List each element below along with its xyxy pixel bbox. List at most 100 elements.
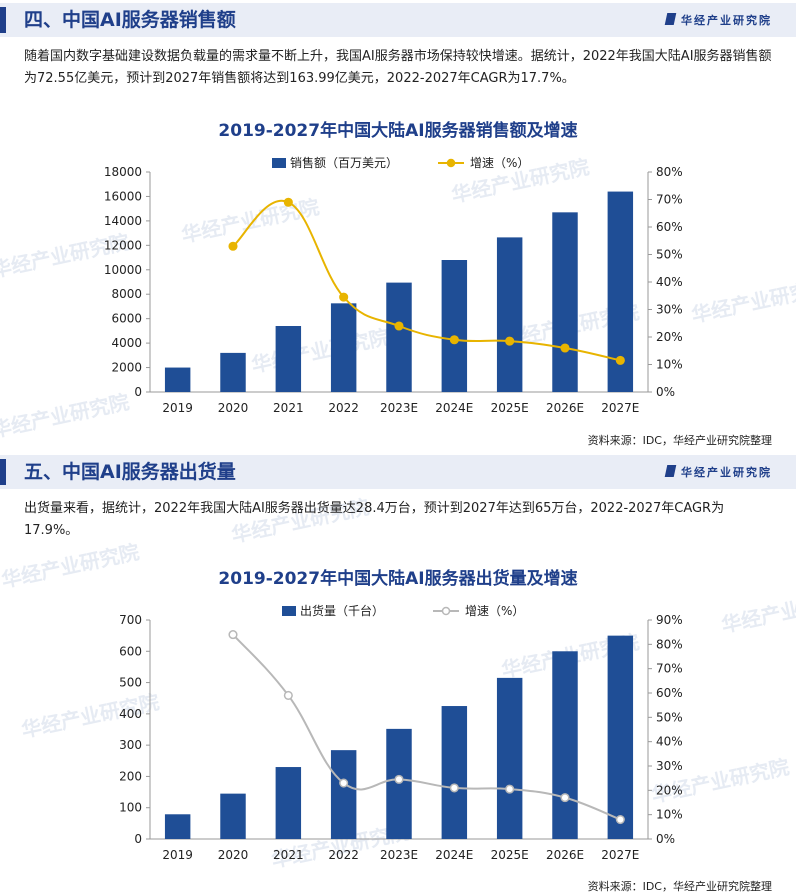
- growth-point: [615, 355, 625, 365]
- header-accent-bar: [0, 7, 6, 33]
- y-tick-label-right: 40%: [656, 275, 683, 289]
- legend-bar-swatch: [282, 606, 296, 616]
- bar: [220, 793, 246, 839]
- x-tick-label: 2019: [162, 848, 193, 862]
- x-tick-label: 2023E: [380, 401, 418, 415]
- y-tick-label-right: 70%: [656, 662, 683, 676]
- bar: [220, 352, 246, 392]
- y-tick-label-left: 2000: [111, 361, 142, 375]
- x-tick-label: 2020: [218, 848, 249, 862]
- section-title: 四、中国AI服务器销售额: [24, 9, 236, 31]
- growth-point: [283, 197, 293, 207]
- section-header: 四、中国AI服务器销售额 华经产业研究院: [0, 3, 796, 37]
- y-tick-label-right: 10%: [656, 808, 683, 822]
- bar: [330, 750, 357, 839]
- growth-point: [449, 783, 459, 793]
- y-tick-label-right: 80%: [656, 637, 683, 651]
- y-tick-label-left: 700: [119, 613, 142, 627]
- x-tick-label: 2021: [273, 848, 304, 862]
- brand-name: 华经产业研究院: [681, 466, 772, 479]
- bar: [386, 282, 412, 392]
- bar: [441, 260, 468, 392]
- growth-point: [228, 630, 238, 640]
- y-tick-label-left: 6000: [111, 312, 142, 326]
- y-tick-label-left: 4000: [111, 336, 142, 350]
- bar: [275, 767, 302, 839]
- y-tick-label-right: 50%: [656, 248, 683, 262]
- bar: [441, 706, 468, 839]
- brand-mark-icon: [664, 13, 677, 25]
- y-tick-label-left: 100: [119, 801, 142, 815]
- section-header: 五、中国AI服务器出货量 华经产业研究院: [0, 455, 796, 489]
- legend-bar-label: 出货量（千台）: [300, 603, 384, 618]
- legend-line-marker: [441, 606, 451, 616]
- x-tick-label: 2027E: [601, 848, 639, 862]
- growth-point: [339, 292, 349, 302]
- y-tick-label-left: 0: [134, 832, 142, 846]
- x-tick-label: 2026E: [546, 848, 584, 862]
- bar: [164, 814, 191, 839]
- x-tick-label: 2024E: [435, 401, 473, 415]
- y-tick-label-left: 400: [119, 707, 142, 721]
- y-tick-label-right: 10%: [656, 358, 683, 372]
- legend-line-marker: [446, 158, 456, 168]
- y-tick-label-left: 8000: [111, 287, 142, 301]
- y-tick-label-right: 60%: [656, 686, 683, 700]
- y-tick-label-left: 16000: [104, 189, 142, 203]
- y-tick-label-right: 20%: [656, 330, 683, 344]
- growth-point: [339, 778, 349, 788]
- legend-bar-swatch: [272, 158, 286, 168]
- y-tick-label-left: 12000: [104, 238, 142, 252]
- source-note: 资料来源：IDC，华经产业研究院整理: [587, 880, 772, 893]
- x-tick-label: 2027E: [601, 401, 639, 415]
- y-tick-label-right: 90%: [656, 613, 683, 627]
- brand-logo: 华经产业研究院: [664, 464, 772, 480]
- y-tick-label-right: 30%: [656, 759, 683, 773]
- growth-point: [560, 793, 570, 803]
- x-tick-label: 2022: [328, 848, 359, 862]
- y-tick-label-right: 60%: [656, 220, 683, 234]
- y-tick-label-left: 18000: [104, 165, 142, 179]
- legend-line-label: 增速（%）: [470, 156, 529, 170]
- y-tick-label-left: 600: [119, 644, 142, 658]
- x-tick-label: 2025E: [491, 848, 529, 862]
- chart-title: 2019-2027年中国大陆AI服务器销售额及增速: [218, 120, 577, 141]
- section-paragraph: 出货量来看，据统计，2022年我国大陆AI服务器出货量达28.4万台，预计到20…: [24, 501, 725, 538]
- y-tick-label-left: 0: [134, 385, 142, 399]
- y-tick-label-left: 14000: [104, 214, 142, 228]
- x-tick-label: 2023E: [380, 848, 418, 862]
- brand-logo: 华经产业研究院: [664, 12, 772, 28]
- x-tick-label: 2019: [162, 401, 193, 415]
- y-tick-label-right: 30%: [656, 303, 683, 317]
- y-tick-label-left: 10000: [104, 263, 142, 277]
- section-title: 五、中国AI服务器出货量: [24, 461, 236, 483]
- y-tick-label-right: 0%: [656, 832, 675, 846]
- bar: [552, 651, 578, 839]
- y-tick-label-right: 40%: [656, 735, 683, 749]
- y-tick-label-right: 20%: [656, 783, 683, 797]
- growth-point: [505, 784, 515, 794]
- header-accent-bar: [0, 459, 6, 485]
- brand-mark-icon: [664, 465, 677, 477]
- growth-point: [394, 774, 404, 784]
- bar: [275, 326, 302, 392]
- growth-point: [560, 343, 570, 353]
- bar: [496, 677, 523, 839]
- x-tick-label: 2025E: [491, 401, 529, 415]
- x-tick-label: 2022: [328, 401, 359, 415]
- growth-point: [394, 321, 404, 331]
- bar: [164, 367, 191, 392]
- y-tick-label-left: 500: [119, 676, 142, 690]
- x-tick-label: 2024E: [435, 848, 473, 862]
- y-tick-label-right: 50%: [656, 710, 683, 724]
- x-tick-label: 2020: [218, 401, 249, 415]
- growth-point: [228, 241, 238, 251]
- source-note: 资料来源：IDC，华经产业研究院整理: [587, 434, 772, 447]
- y-tick-label-right: 70%: [656, 193, 683, 207]
- bar: [607, 635, 634, 839]
- y-tick-label-left: 300: [119, 738, 142, 752]
- growth-point: [283, 690, 293, 700]
- x-tick-label: 2026E: [546, 401, 584, 415]
- y-tick-label-right: 0%: [656, 385, 675, 399]
- bar: [552, 212, 578, 392]
